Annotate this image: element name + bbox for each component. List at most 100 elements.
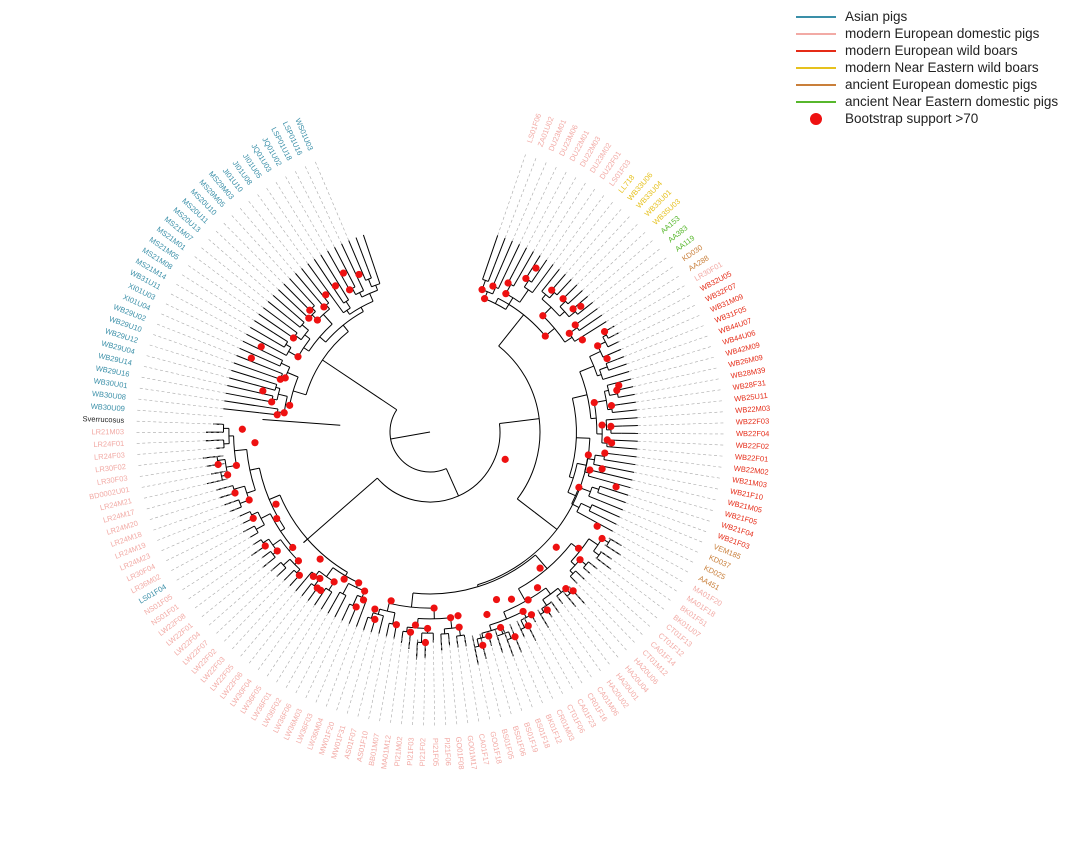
branch xyxy=(616,363,627,368)
leaf-label: GO01M17 xyxy=(466,735,479,770)
leader-line xyxy=(137,398,224,410)
branch xyxy=(274,341,285,348)
branch xyxy=(320,254,342,289)
branch xyxy=(541,608,545,613)
bootstrap-node xyxy=(330,578,338,586)
branch xyxy=(377,608,381,615)
bootstrap-node xyxy=(359,596,368,604)
leader-line xyxy=(433,639,436,726)
branch xyxy=(217,458,226,461)
leaf-label: LR21M03 xyxy=(91,427,124,436)
branch xyxy=(516,314,524,323)
leader-line xyxy=(544,605,592,678)
branch xyxy=(406,627,408,632)
leader-line xyxy=(546,188,596,261)
bootstrap-node xyxy=(313,316,321,324)
bootstrap-node xyxy=(548,286,556,294)
leader-line xyxy=(565,208,622,275)
branch-arc xyxy=(498,345,541,500)
leader-line xyxy=(156,508,237,541)
leader-line xyxy=(304,165,342,244)
leaf-label: WB25U11 xyxy=(734,391,768,404)
branch xyxy=(287,569,295,578)
branch xyxy=(619,454,637,458)
branch xyxy=(541,294,547,300)
leader-line xyxy=(149,344,232,371)
leader-line xyxy=(516,620,554,700)
leader-line xyxy=(637,448,724,457)
branch xyxy=(580,502,591,509)
bootstrap-node xyxy=(272,500,280,508)
leader-line xyxy=(576,223,638,286)
branch xyxy=(579,365,594,373)
leader-line xyxy=(346,631,372,715)
bootstrap-node xyxy=(257,343,265,351)
leader-line xyxy=(464,637,480,722)
branch-arc xyxy=(274,384,278,391)
leader-line xyxy=(188,550,260,600)
leader-line xyxy=(175,283,251,328)
leader-line xyxy=(257,600,309,671)
bootstrap-node xyxy=(421,638,430,647)
branch xyxy=(604,389,609,392)
bootstrap-node xyxy=(268,398,276,406)
branch xyxy=(564,336,573,343)
leader-line xyxy=(590,563,658,619)
bootstrap-node xyxy=(238,425,246,433)
bootstrap-node xyxy=(446,614,455,622)
branch xyxy=(620,409,637,413)
branch xyxy=(283,558,291,566)
leader-line xyxy=(502,626,533,708)
branch xyxy=(327,603,334,614)
leaf-label: PI21M02 xyxy=(392,736,404,767)
branch xyxy=(569,570,574,575)
leader-line xyxy=(141,376,226,394)
bootstrap-node xyxy=(371,605,379,613)
bootstrap-node xyxy=(295,571,303,579)
branch xyxy=(236,355,273,370)
branch xyxy=(307,594,313,601)
bootstrap-node xyxy=(577,302,585,310)
branch xyxy=(272,539,281,546)
bootstrap-node xyxy=(598,421,606,429)
bootstrap-node xyxy=(598,465,606,473)
leader-line xyxy=(550,601,602,672)
branch xyxy=(614,370,630,377)
branch xyxy=(293,390,307,396)
branch xyxy=(366,267,372,279)
leaf-label: WB22F02 xyxy=(736,441,770,451)
bootstrap-node xyxy=(578,336,586,344)
leader-line xyxy=(231,214,290,279)
bootstrap-node xyxy=(273,547,281,555)
leader-line xyxy=(569,586,628,651)
branch xyxy=(301,324,309,331)
branch xyxy=(597,492,614,499)
leaf-label: WB22F03 xyxy=(736,416,770,426)
leader-line xyxy=(601,266,674,316)
bootstrap-node xyxy=(608,439,616,447)
branch xyxy=(518,251,534,278)
branch-arc xyxy=(220,472,223,481)
branch xyxy=(602,334,607,338)
branch xyxy=(531,273,538,283)
bootstrap-node xyxy=(361,587,369,595)
leader-line xyxy=(636,456,722,468)
bootstrap-node xyxy=(273,514,281,523)
branch xyxy=(303,347,310,352)
leader-line xyxy=(266,604,315,677)
leader-line xyxy=(401,638,411,725)
bootstrap-node xyxy=(562,585,570,593)
bootstrap-node xyxy=(492,595,501,604)
branch xyxy=(620,447,638,450)
branch xyxy=(519,289,529,303)
branch xyxy=(557,273,566,284)
legend-item: ancient European domestic pigs xyxy=(796,76,1058,93)
bootstrap-node xyxy=(322,291,330,299)
branch-arc xyxy=(603,391,609,410)
bootstrap-node xyxy=(501,455,509,463)
leader-line xyxy=(637,422,724,426)
bootstrap-node xyxy=(507,595,516,603)
branch xyxy=(301,591,306,597)
leader-line xyxy=(368,635,387,720)
